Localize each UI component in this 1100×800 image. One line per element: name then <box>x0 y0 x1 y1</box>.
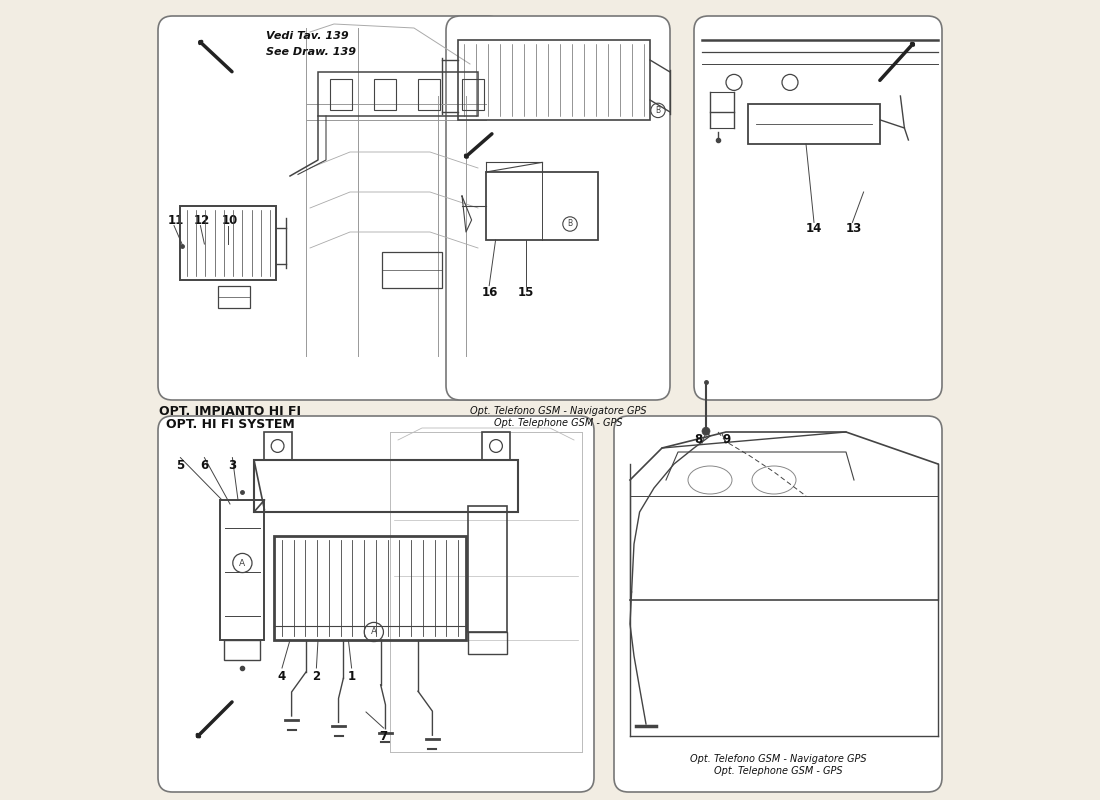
Text: Opt. Telephone GSM - GPS: Opt. Telephone GSM - GPS <box>494 418 623 429</box>
FancyBboxPatch shape <box>446 16 670 400</box>
Bar <box>486 172 598 240</box>
Text: 4: 4 <box>278 670 286 682</box>
Text: 11: 11 <box>167 214 184 226</box>
Text: B: B <box>568 219 573 229</box>
Text: OPT. IMPIANTO HI FI: OPT. IMPIANTO HI FI <box>160 405 301 418</box>
Text: 8: 8 <box>694 434 702 446</box>
Text: 16: 16 <box>482 286 498 298</box>
Bar <box>224 640 261 660</box>
Bar <box>748 104 880 144</box>
FancyBboxPatch shape <box>694 16 942 400</box>
Bar <box>264 432 292 460</box>
Text: eurosport: eurosport <box>727 590 821 610</box>
Text: 6: 6 <box>200 459 209 472</box>
Text: A: A <box>240 558 245 567</box>
Text: eurosport: eurosport <box>771 202 865 222</box>
Bar <box>458 40 650 120</box>
Text: 3: 3 <box>229 459 236 472</box>
Text: 7: 7 <box>379 730 387 742</box>
Bar <box>220 500 264 640</box>
Text: Vedi Tav. 139: Vedi Tav. 139 <box>266 31 349 41</box>
Bar <box>318 72 478 116</box>
Circle shape <box>702 427 710 435</box>
Text: 2: 2 <box>312 670 320 682</box>
Text: B: B <box>656 106 661 115</box>
Text: eurosport: eurosport <box>275 202 370 222</box>
Bar <box>469 632 507 654</box>
Text: OPT. HI FI SYSTEM: OPT. HI FI SYSTEM <box>166 418 295 430</box>
Text: Opt. Telefono GSM - Navigatore GPS: Opt. Telefono GSM - Navigatore GPS <box>470 406 647 416</box>
Text: 14: 14 <box>806 222 823 234</box>
Text: eurosport: eurosport <box>327 590 421 610</box>
Bar <box>254 460 518 512</box>
Text: 1: 1 <box>348 670 355 682</box>
Bar <box>374 79 396 110</box>
Bar <box>330 79 352 110</box>
Bar <box>418 79 440 110</box>
Bar <box>469 506 507 632</box>
Text: 12: 12 <box>194 214 210 226</box>
Text: 13: 13 <box>846 222 862 234</box>
FancyBboxPatch shape <box>158 16 502 400</box>
Text: 5: 5 <box>176 459 185 472</box>
Text: Opt. Telefono GSM - Navigatore GPS: Opt. Telefono GSM - Navigatore GPS <box>690 754 867 763</box>
Text: Opt. Telephone GSM - GPS: Opt. Telephone GSM - GPS <box>714 766 843 776</box>
Bar <box>382 252 442 288</box>
Text: 15: 15 <box>518 286 535 298</box>
Bar <box>180 206 276 280</box>
Bar <box>274 536 466 640</box>
FancyBboxPatch shape <box>158 416 594 792</box>
FancyBboxPatch shape <box>614 416 942 792</box>
Text: A: A <box>371 627 377 637</box>
Text: See Draw. 139: See Draw. 139 <box>266 47 356 57</box>
Bar <box>482 432 510 460</box>
Bar <box>462 79 484 110</box>
Text: eurosport: eurosport <box>510 202 605 222</box>
Bar <box>218 286 250 308</box>
Text: 10: 10 <box>222 214 239 226</box>
Text: 9: 9 <box>722 434 730 446</box>
